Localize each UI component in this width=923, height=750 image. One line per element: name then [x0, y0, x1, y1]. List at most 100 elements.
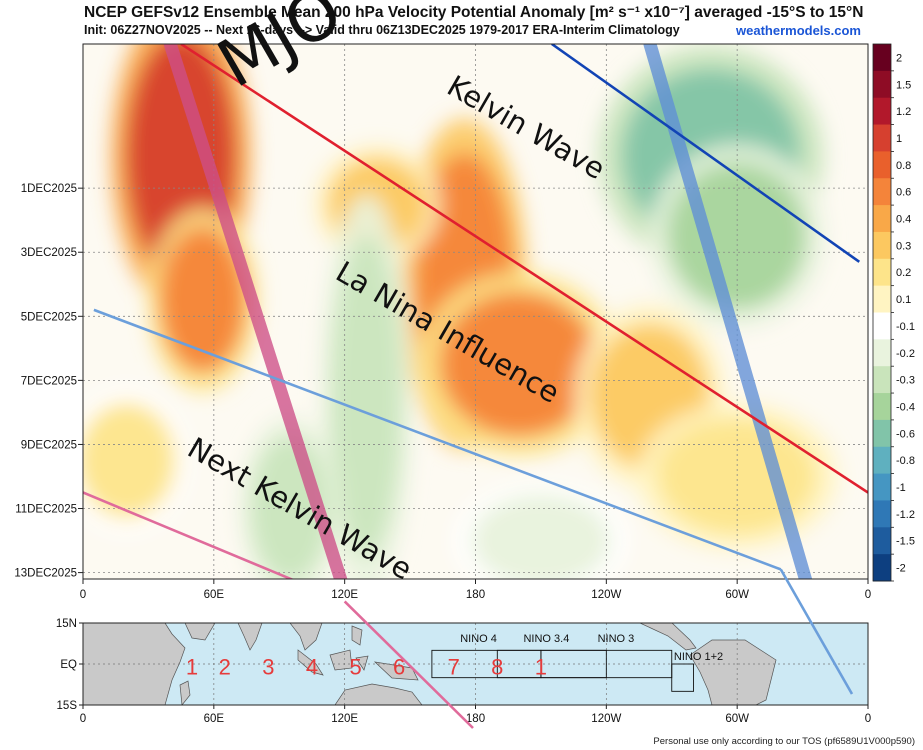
colorbar-swatch — [873, 124, 891, 152]
blue-band — [643, 44, 813, 579]
nino-box — [671, 663, 695, 692]
x-tick-label: 120E — [331, 589, 358, 601]
brand-link[interactable]: weathermodels.com — [736, 23, 861, 38]
x-tick-label: 0 — [865, 589, 871, 601]
madagascar-land — [179, 680, 191, 705]
colorbar-swatch — [873, 70, 891, 99]
chart-title: NCEP GEFSv12 Ensemble Mean 200 hPa Veloc… — [84, 4, 864, 21]
colorbar-swatch — [873, 151, 891, 179]
arabia-land — [184, 623, 216, 641]
colorbar-swatch — [873, 446, 891, 475]
y-tick-label: 11DEC2025 — [15, 504, 77, 516]
colorbar-label: -0.1 — [896, 321, 915, 333]
phase-number: 1 — [535, 654, 547, 679]
plot-axes: 0 60E 120E 180 120W 60W 0 1DEC2025 3DEC2025 5DEC2… — [14, 183, 871, 601]
colorbar-label: -0.8 — [896, 455, 915, 467]
colorbar-swatch — [873, 554, 891, 582]
colorbar-swatch — [873, 44, 891, 72]
nino-regions: NINO 4 NINO 3.4 NINO 3 NINO 1+2 — [431, 633, 723, 692]
colorbar-swatch — [873, 366, 891, 394]
mjo-band — [163, 44, 348, 579]
borneo-land — [329, 649, 353, 671]
map-x-label: 60E — [204, 713, 225, 725]
nino-label: NINO 1+2 — [674, 651, 723, 663]
y-tick-label: 9DEC2025 — [21, 439, 77, 451]
phase-number: 1 — [186, 654, 198, 679]
colorbar-swatch — [873, 339, 891, 367]
colorbar-label: 1 — [896, 133, 902, 145]
new-guinea-land — [373, 661, 419, 681]
light-blue-line-extension — [779, 568, 854, 695]
overlay-extensions — [343, 568, 854, 729]
landmasses — [83, 623, 777, 705]
nino-label: NINO 4 — [460, 633, 497, 645]
colorbar-swatch — [873, 205, 891, 233]
map-x-label: 120W — [591, 713, 621, 725]
x-tick-label: 0 — [80, 589, 86, 601]
colorbar-label: 2 — [896, 52, 902, 64]
colorbar-label: -0.2 — [896, 348, 915, 360]
colorbar-label: 0.3 — [896, 240, 911, 252]
colorbar-label: 0.6 — [896, 187, 911, 199]
phase-number: 4 — [306, 654, 318, 679]
pink-line-extension — [343, 600, 474, 729]
x-tick-label: 60E — [204, 589, 225, 601]
colorbar-label: -0.4 — [896, 401, 915, 413]
colorbar-swatch — [873, 527, 891, 555]
y-tick-label: 1DEC2025 — [21, 183, 77, 195]
red-line — [180, 44, 868, 494]
y-tick-label: 3DEC2025 — [21, 247, 77, 259]
footer-note: Personal use only according to our TOS (… — [653, 736, 915, 747]
anomaly-blob-3 — [439, 291, 599, 438]
colorbar-swatch — [873, 312, 891, 340]
map-x-label: 180 — [466, 713, 485, 725]
colorbar-label: 0.8 — [896, 160, 911, 172]
chart-subtitle: Init: 06Z27NOV2025 -- Next 16-days --> V… — [84, 23, 680, 37]
indochina-land — [289, 623, 323, 651]
colorbar-swatch — [873, 231, 891, 260]
anomaly-blob-6 — [657, 418, 817, 535]
colorbar-swatch — [873, 393, 891, 421]
philippines-land — [351, 625, 363, 646]
colorbar-label: -2 — [896, 563, 906, 575]
colorbar-label: -1.5 — [896, 536, 915, 548]
phase-number: 6 — [393, 654, 405, 679]
sumatra-land — [297, 649, 324, 676]
map-x-label: 120E — [331, 713, 358, 725]
colorbar-swatch — [873, 178, 891, 206]
central-america-land — [639, 623, 697, 651]
south-america-land — [689, 639, 777, 705]
y-tick-label: 5DEC2025 — [21, 311, 77, 323]
india-land — [237, 623, 263, 651]
phase-number: 5 — [349, 654, 361, 679]
y-tick-label: 7DEC2025 — [21, 375, 77, 387]
map-x-label: 0 — [80, 713, 86, 725]
phase-number: 8 — [491, 654, 503, 679]
colorbar-label: -1 — [896, 482, 906, 494]
analysis-overlay — [83, 44, 868, 579]
pink-line — [83, 491, 295, 579]
light-blue-line — [93, 308, 782, 571]
nino-label: NINO 3.4 — [523, 633, 569, 645]
colorbar-label: -0.3 — [896, 375, 915, 387]
y-tick-label: 13DEC2025 — [14, 568, 77, 580]
colorbar-swatch — [873, 419, 891, 448]
map-x-label: 60W — [725, 713, 749, 725]
map-y-label: 15S — [57, 700, 78, 712]
colorbar-swatch — [873, 258, 891, 287]
x-tick-label: 120W — [591, 589, 621, 601]
anomaly-blob-1 — [159, 227, 247, 374]
colorbar-label: 1.2 — [896, 106, 911, 118]
anomaly-blob-12 — [471, 493, 611, 579]
colorbar-label: -1.2 — [896, 509, 915, 521]
navy-line — [551, 44, 861, 263]
phase-number: 3 — [262, 654, 274, 679]
colorbar-swatch — [873, 285, 891, 313]
nino-label: NINO 3 — [598, 633, 635, 645]
colorbar-label: 0.2 — [896, 267, 911, 279]
colorbar-label: -0.6 — [896, 428, 915, 440]
